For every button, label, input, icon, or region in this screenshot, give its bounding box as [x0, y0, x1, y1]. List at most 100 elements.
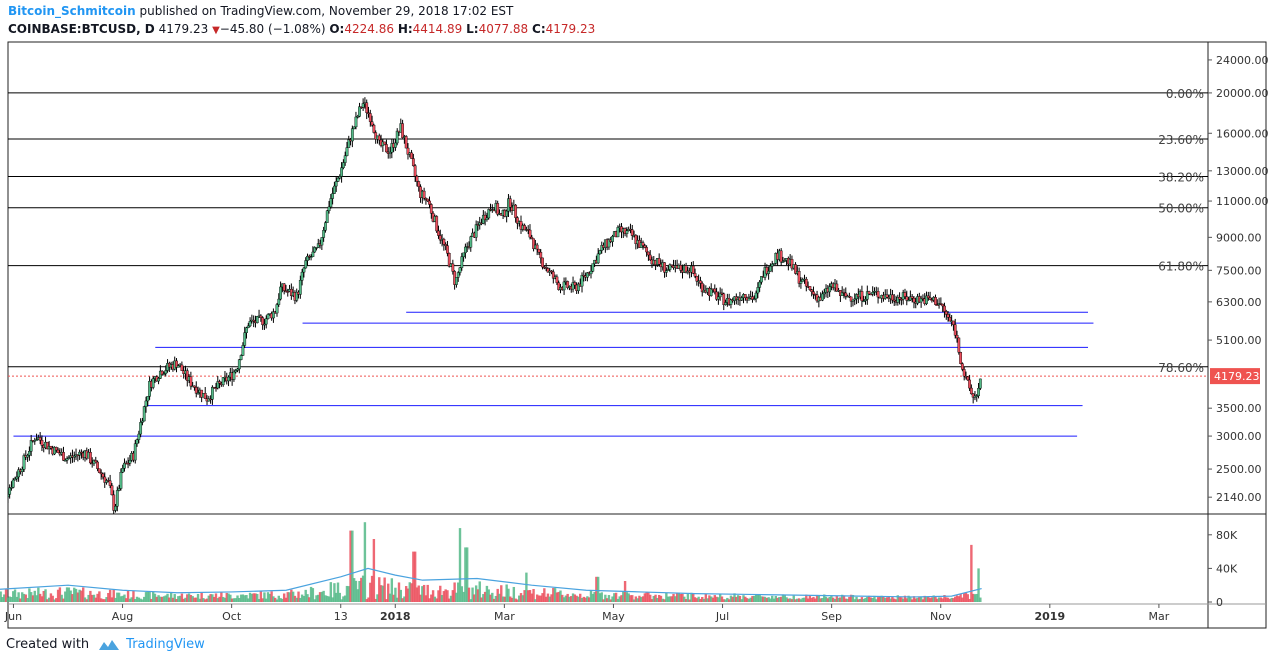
volume-bar: [762, 596, 765, 602]
candle-body: [751, 296, 754, 300]
volume-bar: [819, 598, 822, 602]
tradingview-link[interactable]: TradingView: [97, 637, 205, 652]
volume-bar: [756, 594, 760, 602]
candle-body: [847, 295, 851, 298]
volume-bar: [465, 547, 469, 602]
candle-body: [411, 158, 415, 166]
candle-body: [648, 254, 652, 261]
candle-body: [670, 264, 674, 266]
volume-bar: [189, 595, 193, 602]
candle: [94, 456, 98, 463]
candle: [953, 318, 957, 339]
candle-body: [227, 376, 230, 382]
volume-bar: [505, 584, 508, 602]
volume-bar: [444, 589, 447, 602]
candle-body: [121, 468, 125, 473]
candle: [670, 264, 674, 268]
candle: [203, 387, 207, 399]
candle-body: [438, 235, 442, 241]
volume-bar: [649, 594, 652, 602]
volume-bar: [832, 597, 835, 602]
volume-bar: [394, 587, 397, 602]
volume-bar: [417, 585, 420, 602]
candle: [812, 286, 815, 299]
volume-bar: [83, 597, 87, 602]
candle: [596, 248, 600, 265]
volume-bar: [76, 592, 80, 602]
candle: [345, 141, 349, 157]
candle-body: [853, 298, 857, 301]
candle: [17, 467, 21, 482]
volume-bar: [426, 584, 429, 602]
volume-bar: [175, 598, 178, 602]
fib-level-label: 23.60%: [1158, 133, 1204, 147]
candle: [27, 446, 31, 461]
candle-body: [356, 116, 360, 118]
price-tick-label: 6300.00: [1216, 296, 1262, 309]
volume-bar: [230, 598, 234, 602]
price-tick-label: 16000.00: [1216, 127, 1269, 140]
volume-bar: [788, 598, 792, 602]
volume-bar: [934, 596, 937, 602]
candle: [361, 98, 365, 111]
candle: [769, 263, 772, 272]
volume-bar: [376, 594, 379, 602]
candle: [406, 143, 410, 160]
close-label: C:: [532, 22, 546, 36]
volume-bar: [214, 593, 218, 602]
volume-bar: [564, 595, 568, 602]
candle: [142, 405, 146, 422]
candle-body: [647, 251, 650, 256]
candle: [699, 276, 702, 289]
candle-body: [709, 288, 713, 296]
candle: [295, 288, 299, 303]
candle: [241, 342, 245, 356]
candle-body: [691, 265, 695, 274]
volume-bar: [209, 594, 212, 602]
volume-bar: [318, 592, 322, 602]
volume-bar: [397, 582, 401, 602]
volume-bar: [304, 589, 307, 602]
candle: [957, 337, 961, 355]
candle-body: [96, 461, 99, 469]
candle: [395, 128, 399, 146]
candles: [8, 97, 982, 514]
volume-bar: [239, 594, 243, 602]
candle: [964, 371, 968, 380]
volume-bar: [101, 599, 105, 602]
candle: [410, 149, 413, 159]
volume-bar: [4, 589, 8, 602]
volume-bar: [47, 597, 51, 602]
candle-body: [898, 297, 902, 300]
candle-body: [528, 229, 532, 238]
volume-bar: [150, 598, 153, 602]
candle: [40, 435, 44, 452]
candle: [908, 290, 912, 301]
candle-body: [469, 236, 473, 248]
candle: [715, 287, 718, 301]
candle-body: [279, 286, 282, 300]
price-tick-label: 9000.00: [1216, 231, 1262, 244]
volume-bar: [692, 593, 695, 602]
volume-bar: [670, 596, 673, 602]
candle-body: [487, 209, 491, 219]
candle-body: [404, 136, 408, 149]
volume-bar: [595, 576, 598, 602]
candle-body: [910, 296, 914, 299]
volume-bar: [151, 591, 155, 602]
candle-body: [394, 142, 397, 148]
candle-body: [666, 269, 670, 271]
candle-body: [252, 319, 256, 322]
candle: [666, 265, 670, 271]
candle: [747, 293, 751, 301]
volume-bar: [352, 578, 356, 602]
candle-body: [885, 294, 889, 298]
volume-bar: [410, 583, 413, 602]
author-link[interactable]: Bitcoin_Schmitcoin: [8, 4, 136, 18]
candle-body: [668, 264, 672, 270]
volume-bar: [164, 595, 167, 602]
volume-bar: [889, 598, 892, 602]
volume-bar: [787, 598, 790, 602]
candle: [808, 286, 812, 291]
